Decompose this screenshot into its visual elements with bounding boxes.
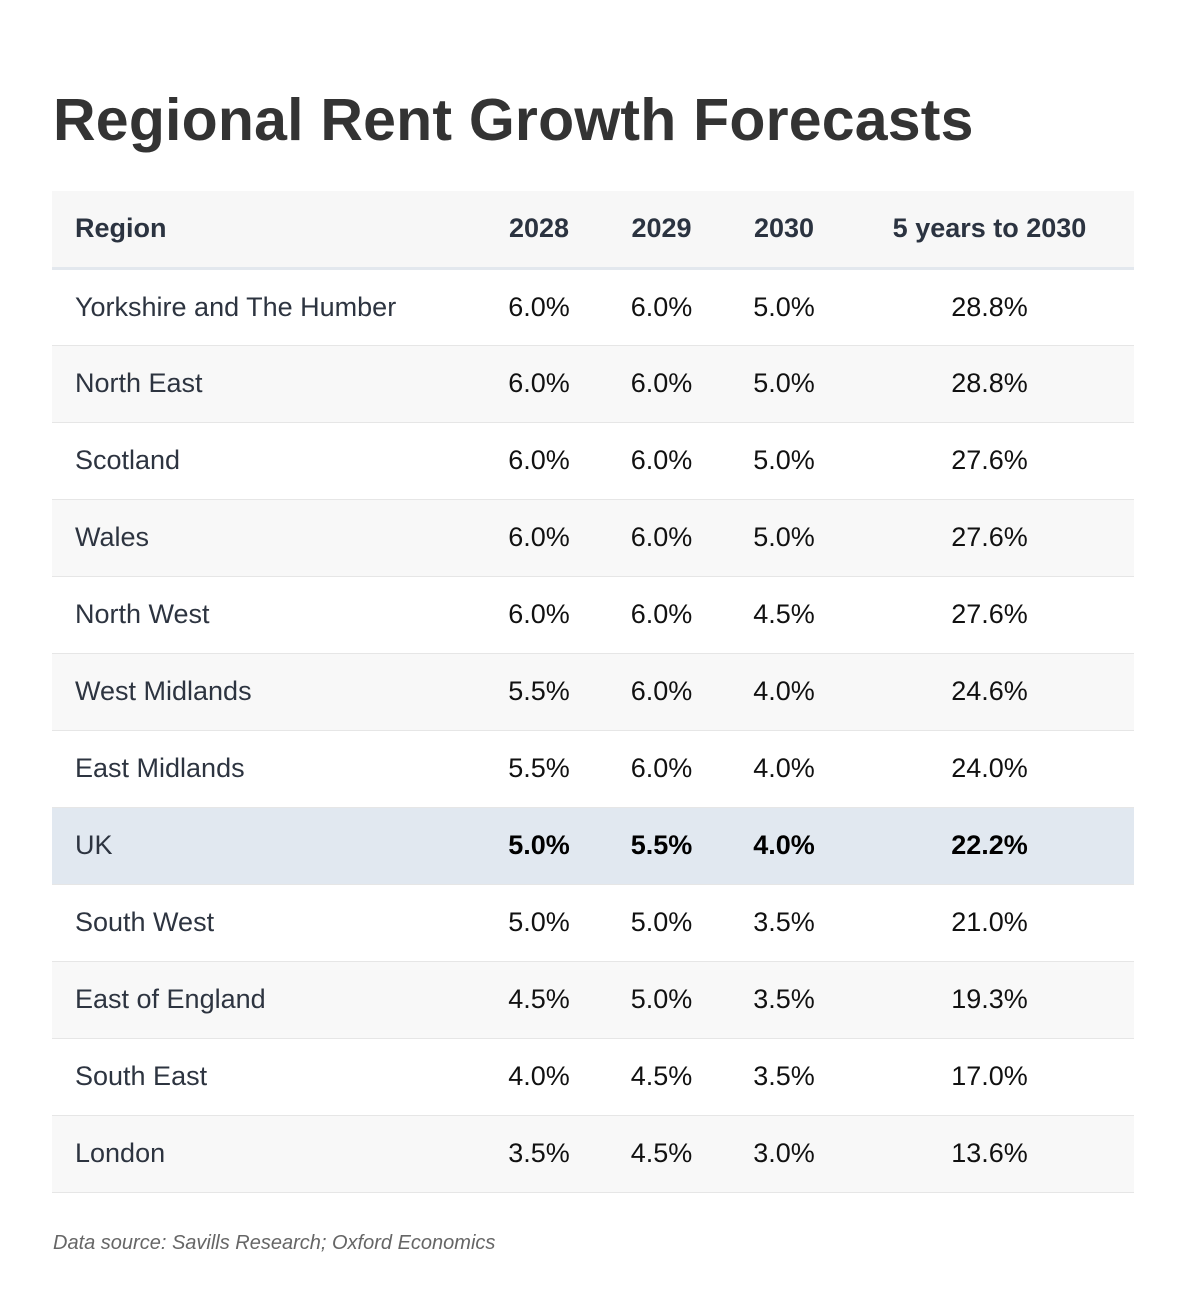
region-cell: East Midlands — [52, 730, 478, 808]
region-cell: Scotland — [52, 422, 478, 500]
region-cell: Wales — [52, 499, 478, 577]
value-2030-cell: 3.5% — [723, 961, 845, 1039]
value-2030-cell: 3.5% — [723, 1038, 845, 1116]
table-row: East of England 4.5% 5.0% 3.5% 19.3% — [52, 961, 1134, 1039]
value-2029-cell: 4.5% — [600, 1038, 723, 1116]
chart-title: Regional Rent Growth Forecasts — [53, 87, 974, 153]
region-cell: South East — [52, 1038, 478, 1116]
table-row-highlight: UK 5.0% 5.5% 4.0% 22.2% — [52, 807, 1134, 885]
value-2028-cell: 6.0% — [478, 345, 600, 423]
value-5-years-cell: 27.6% — [845, 499, 1134, 577]
value-2029-cell: 5.0% — [600, 961, 723, 1039]
value-2030-cell: 4.0% — [723, 807, 845, 885]
region-cell: UK — [52, 807, 478, 885]
value-2028-cell: 6.0% — [478, 499, 600, 577]
value-2028-cell: 6.0% — [478, 268, 600, 346]
value-2028-cell: 4.5% — [478, 961, 600, 1039]
value-2030-cell: 5.0% — [723, 345, 845, 423]
value-2028-cell: 5.0% — [478, 807, 600, 885]
rent-growth-table: Region 2028 2029 2030 5 years to 2030 Yo… — [52, 191, 1134, 1193]
table-row: North West 6.0% 6.0% 4.5% 27.6% — [52, 576, 1134, 654]
table-row: West Midlands 5.5% 6.0% 4.0% 24.6% — [52, 653, 1134, 731]
table-row: East Midlands 5.5% 6.0% 4.0% 24.0% — [52, 730, 1134, 808]
value-2029-cell: 6.0% — [600, 268, 723, 346]
table-row: Yorkshire and The Humber 6.0% 6.0% 5.0% 28.8… — [52, 268, 1134, 346]
table-row: Wales 6.0% 6.0% 5.0% 27.6% — [52, 499, 1134, 577]
value-5-years-cell: 22.2% — [845, 807, 1134, 885]
value-2028-cell: 6.0% — [478, 576, 600, 654]
value-2029-cell: 6.0% — [600, 576, 723, 654]
value-2028-cell: 5.0% — [478, 884, 600, 962]
value-5-years-cell: 28.8% — [845, 268, 1134, 346]
value-2029-cell: 6.0% — [600, 422, 723, 500]
value-2030-cell: 5.0% — [723, 499, 845, 577]
value-2028-cell: 5.5% — [478, 653, 600, 731]
value-5-years-cell: 27.6% — [845, 422, 1134, 500]
region-cell: Yorkshire and The Humber — [52, 268, 478, 346]
value-2029-cell: 6.0% — [600, 730, 723, 808]
header-row: Region 2028 2029 2030 5 years to 2030 — [52, 191, 1134, 270]
value-5-years-cell: 27.6% — [845, 576, 1134, 654]
value-2029-cell: 6.0% — [600, 653, 723, 731]
value-2028-cell: 4.0% — [478, 1038, 600, 1116]
value-2030-cell: 5.0% — [723, 268, 845, 346]
table-row: North East 6.0% 6.0% 5.0% 28.8% — [52, 345, 1134, 423]
value-2029-cell: 5.0% — [600, 884, 723, 962]
table-body: Yorkshire and The Humber 6.0% 6.0% 5.0% 28.8… — [52, 268, 1134, 1193]
value-2030-cell: 4.0% — [723, 653, 845, 731]
value-2030-cell: 4.5% — [723, 576, 845, 654]
value-5-years-cell: 17.0% — [845, 1038, 1134, 1116]
value-5-years-cell: 24.6% — [845, 653, 1134, 731]
value-2029-cell: 5.5% — [600, 807, 723, 885]
column-header-2029: 2029 — [600, 191, 723, 270]
value-2028-cell: 5.5% — [478, 730, 600, 808]
value-2029-cell: 6.0% — [600, 499, 723, 577]
column-header-2028: 2028 — [478, 191, 600, 270]
value-2030-cell: 4.0% — [723, 730, 845, 808]
table-row: London 3.5% 4.5% 3.0% 13.6% — [52, 1115, 1134, 1193]
value-2030-cell: 3.5% — [723, 884, 845, 962]
table-header: Region 2028 2029 2030 5 years to 2030 — [52, 191, 1134, 270]
value-5-years-cell: 19.3% — [845, 961, 1134, 1039]
region-cell: West Midlands — [52, 653, 478, 731]
region-cell: North West — [52, 576, 478, 654]
region-cell: North East — [52, 345, 478, 423]
value-2028-cell: 3.5% — [478, 1115, 600, 1193]
table-row: South West 5.0% 5.0% 3.5% 21.0% — [52, 884, 1134, 962]
data-source-note: Data source: Savills Research; Oxford Ec… — [53, 1232, 496, 1254]
column-header-5-years: 5 years to 2030 — [845, 191, 1134, 270]
value-5-years-cell: 24.0% — [845, 730, 1134, 808]
region-cell: London — [52, 1115, 478, 1193]
region-cell: South West — [52, 884, 478, 962]
value-5-years-cell: 13.6% — [845, 1115, 1134, 1193]
region-cell: East of England — [52, 961, 478, 1039]
table-row: South East 4.0% 4.5% 3.5% 17.0% — [52, 1038, 1134, 1116]
table-row: Scotland 6.0% 6.0% 5.0% 27.6% — [52, 422, 1134, 500]
value-2029-cell: 4.5% — [600, 1115, 723, 1193]
value-5-years-cell: 21.0% — [845, 884, 1134, 962]
column-header-2030: 2030 — [723, 191, 845, 270]
value-2030-cell: 5.0% — [723, 422, 845, 500]
value-2030-cell: 3.0% — [723, 1115, 845, 1193]
value-5-years-cell: 28.8% — [845, 345, 1134, 423]
column-header-region: Region — [52, 191, 478, 270]
value-2028-cell: 6.0% — [478, 422, 600, 500]
value-2029-cell: 6.0% — [600, 345, 723, 423]
